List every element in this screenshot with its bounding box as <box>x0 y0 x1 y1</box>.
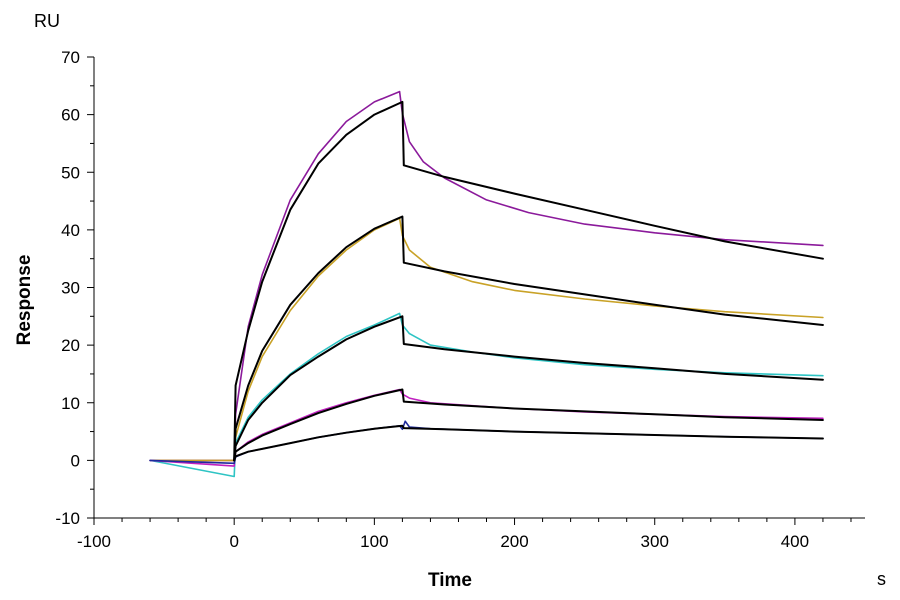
fit-curve-8 <box>233 388 824 462</box>
x-unit-label: s <box>877 569 886 589</box>
series-layer <box>149 90 824 478</box>
x-tick-label: 300 <box>641 532 669 551</box>
y-tick-label: 10 <box>61 394 80 413</box>
response-curve-2 <box>149 312 824 478</box>
y-tick-label: 70 <box>61 48 80 67</box>
x-tick-label: 100 <box>360 532 388 551</box>
y-tick-label: 60 <box>61 106 80 125</box>
y-tick-label: -10 <box>55 509 80 528</box>
y-tick-label: 20 <box>61 336 80 355</box>
fit-curve-9 <box>233 424 824 462</box>
response-curve-3 <box>149 388 824 467</box>
fit-curve-7 <box>233 315 824 462</box>
y-tick-label: 30 <box>61 279 80 298</box>
y-tick-label: 0 <box>71 451 80 470</box>
x-tick-label: 200 <box>500 532 528 551</box>
y-axis-title: Response <box>14 255 35 346</box>
response-curve-1 <box>149 217 824 462</box>
y-tick-label: 50 <box>61 163 80 182</box>
x-axis-title: Time <box>428 570 472 591</box>
y-unit-label: RU <box>34 11 60 31</box>
x-tick-label: 0 <box>229 532 238 551</box>
fit-curve-6 <box>233 215 824 462</box>
fit-curve-5 <box>233 100 824 462</box>
response-curve-0 <box>149 90 824 462</box>
x-tick-label: -100 <box>77 532 111 551</box>
x-tick-label: 400 <box>781 532 809 551</box>
y-tick-label: 40 <box>61 221 80 240</box>
